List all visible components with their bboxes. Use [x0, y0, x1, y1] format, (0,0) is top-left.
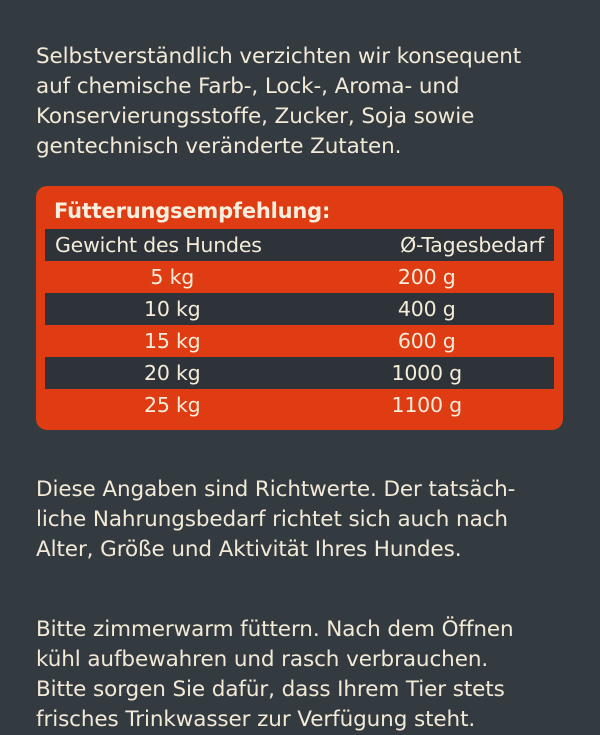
cell-amount: 400 g — [397, 296, 456, 321]
table-row: 10 kg 400 g — [45, 292, 554, 325]
feeding-recommendation-card: Fütterungsempfehlung: Gewicht des Hundes… — [36, 185, 563, 430]
table-row: 25 kg 1100 g — [45, 389, 554, 421]
cell-weight: 25 kg — [144, 392, 201, 417]
feeding-table-title: Fütterungsempfehlung: — [54, 198, 331, 223]
cell-weight: 10 kg — [144, 296, 201, 321]
cell-weight: 20 kg — [144, 360, 201, 385]
cell-weight: 5 kg — [150, 264, 195, 289]
cell-weight: 15 kg — [144, 328, 201, 353]
storage-paragraph: Bitte zimmerwarm füttern. Nach dem Öffne… — [36, 616, 514, 732]
table-row: 5 kg 200 g — [45, 261, 554, 293]
product-info-panel: Selbstverständlich verzichten wir konseq… — [0, 22, 600, 732]
feeding-table: Gewicht des Hundes Ø-Tagesbedarf 5 kg 20… — [36, 228, 563, 421]
cell-amount: 1100 g — [391, 392, 463, 417]
table-header-row: Gewicht des Hundes Ø-Tagesbedarf — [45, 228, 554, 261]
cell-amount: 600 g — [397, 328, 456, 353]
intro-paragraph: Selbstverständlich verzichten wir konseq… — [36, 43, 522, 159]
table-row: 15 kg 600 g — [45, 325, 554, 357]
cell-amount: 1000 g — [391, 360, 463, 385]
column-header-weight: Gewicht des Hundes — [55, 232, 262, 257]
column-header-daily-amount: Ø-Tagesbedarf — [400, 232, 544, 257]
note-paragraph: Diese Angaben sind Richtwerte. Der tatsä… — [36, 477, 516, 562]
cell-amount: 200 g — [397, 264, 456, 289]
table-row: 20 kg 1000 g — [45, 356, 554, 389]
